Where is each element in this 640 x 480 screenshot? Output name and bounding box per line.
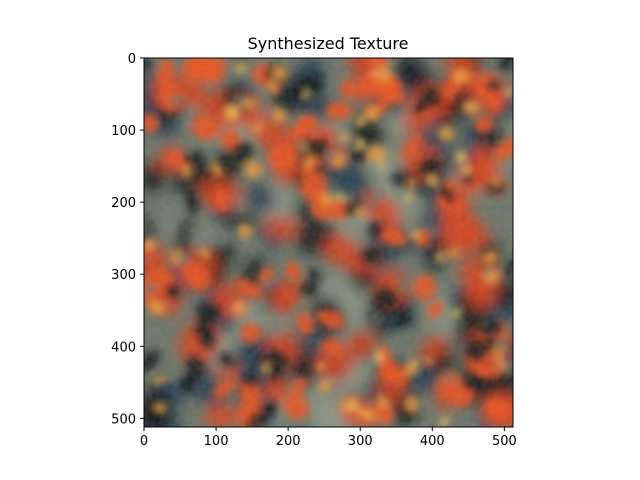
texture-grain: [144, 58, 513, 427]
y-tick-label: 100: [111, 124, 136, 139]
y-tick-label: 200: [111, 196, 136, 211]
x-tick-label: 200: [276, 434, 301, 449]
y-tick-label: 300: [111, 268, 136, 283]
x-tick-label: 0: [140, 434, 148, 449]
axes-frame: [143, 57, 514, 428]
synthesized-texture-image: [144, 58, 513, 427]
x-tick-label: 100: [204, 434, 229, 449]
y-tick-label: 0: [128, 52, 136, 67]
x-tick-label: 400: [420, 434, 445, 449]
figure-title: Synthesized Texture: [248, 34, 409, 53]
y-axis: 0 100 200 300 400 500: [111, 52, 144, 427]
y-tick-label: 500: [111, 412, 136, 427]
x-tick-label: 500: [492, 434, 517, 449]
x-tick-label: 300: [348, 434, 373, 449]
x-axis: 0 100 200 300 400 500: [140, 427, 517, 449]
y-tick-label: 400: [111, 340, 136, 355]
